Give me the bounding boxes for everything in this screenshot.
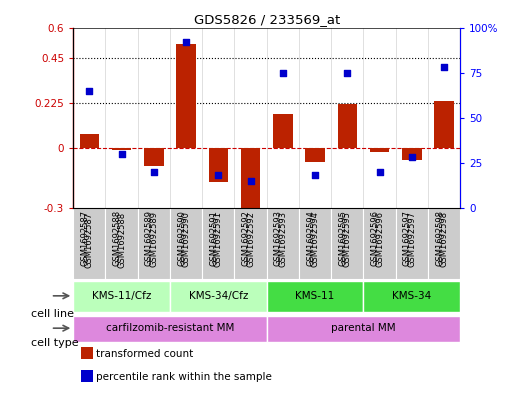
Text: GSM1692588: GSM1692588 [117,211,126,268]
Bar [267,208,299,279]
Text: KMS-34: KMS-34 [392,291,431,301]
Bar [170,281,267,312]
Bar [363,208,396,279]
Bar [209,148,228,182]
Text: GSM1692587: GSM1692587 [85,211,94,268]
Text: carfilzomib-resistant MM: carfilzomib-resistant MM [106,323,234,333]
Bar [241,148,260,212]
Text: GSM1692591: GSM1692591 [214,211,223,267]
Text: GSM1692592: GSM1692592 [246,211,255,267]
Text: percentile rank within the sample: percentile rank within the sample [96,372,272,382]
Text: GSM1692589: GSM1692589 [145,210,154,266]
Point [182,39,190,45]
Bar [170,208,202,279]
Title: GDS5826 / 233569_at: GDS5826 / 233569_at [194,13,340,26]
Text: KMS-34/Cfz: KMS-34/Cfz [189,291,248,301]
Bar [331,208,363,279]
Bar [138,208,170,279]
Text: transformed count: transformed count [96,349,194,359]
Bar [170,208,202,279]
Bar [331,208,363,279]
Bar [396,208,428,279]
Text: GSM1692598: GSM1692598 [435,210,444,266]
Bar [363,281,460,312]
Text: GSM1692587: GSM1692587 [81,210,89,266]
Bar [267,281,363,312]
Text: parental MM: parental MM [331,323,396,333]
Bar [176,44,196,148]
Text: GSM1692592: GSM1692592 [242,210,251,266]
Text: GSM1692593: GSM1692593 [278,211,287,268]
Text: GSM1692596: GSM1692596 [371,210,380,266]
Bar [144,148,164,166]
Bar [299,208,331,279]
Point [214,172,223,178]
Bar [112,148,131,150]
Text: GSM1692590: GSM1692590 [177,210,186,266]
Bar [73,316,267,342]
Bar [234,208,267,279]
Bar [305,148,325,162]
Point [440,64,448,70]
Text: cell line: cell line [31,309,74,319]
Point [246,178,255,184]
Bar [396,208,428,279]
Bar [106,208,138,279]
Bar [267,208,299,279]
Bar [370,148,389,152]
Point [85,88,94,94]
Bar [267,316,460,342]
Text: GSM1692594: GSM1692594 [306,210,315,266]
Bar [202,208,234,279]
Point [343,70,351,76]
Bar [73,281,170,312]
Bar [273,114,292,148]
Text: GSM1692589: GSM1692589 [150,211,158,268]
Bar [202,208,234,279]
Bar [79,134,99,148]
Text: GSM1692595: GSM1692595 [338,210,347,266]
Point [408,154,416,161]
Point [117,151,126,157]
Text: KMS-11: KMS-11 [295,291,335,301]
Bar [81,347,93,359]
Bar [73,208,106,279]
Bar [138,208,170,279]
Bar [81,370,93,382]
Text: GSM1692598: GSM1692598 [440,211,449,268]
Bar [435,101,454,148]
Bar [338,104,357,148]
Point [279,70,287,76]
Bar [73,208,106,279]
Text: GSM1692597: GSM1692597 [407,211,416,268]
Bar [106,208,138,279]
Text: KMS-11/Cfz: KMS-11/Cfz [92,291,151,301]
Text: cell type: cell type [31,338,78,348]
Point [311,172,319,178]
Point [376,169,384,175]
Bar [363,208,396,279]
Bar [402,148,422,160]
Point [150,169,158,175]
Text: GSM1692591: GSM1692591 [209,210,219,266]
Text: GSM1692596: GSM1692596 [375,211,384,268]
Text: GSM1692595: GSM1692595 [343,211,352,267]
Text: GSM1692590: GSM1692590 [181,211,190,267]
Bar [428,208,460,279]
Text: GSM1692597: GSM1692597 [403,210,412,266]
Text: GSM1692593: GSM1692593 [274,210,283,266]
Bar [234,208,267,279]
Bar [428,208,460,279]
Bar [299,208,331,279]
Text: GSM1692594: GSM1692594 [311,211,320,267]
Text: GSM1692588: GSM1692588 [112,210,121,266]
